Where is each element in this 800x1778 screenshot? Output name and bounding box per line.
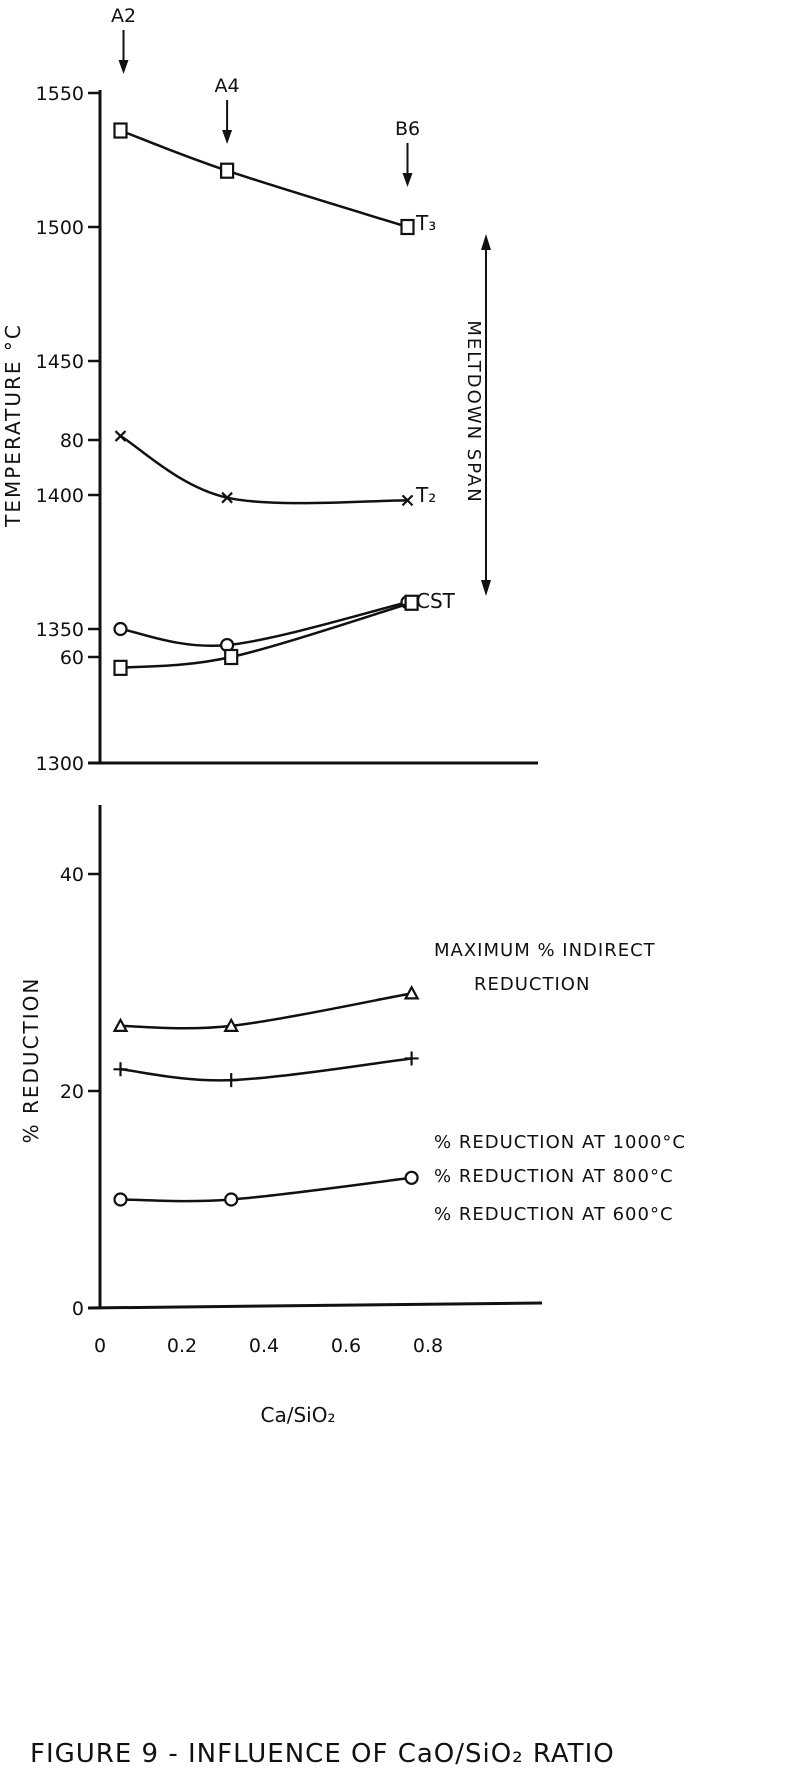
lower-series-2-label: % REDUCTION AT 800°C xyxy=(434,1166,674,1187)
lower-series-3-line xyxy=(120,1176,412,1203)
upper-y-tick-label: 1300 xyxy=(36,753,84,775)
upper-series-1-point xyxy=(114,430,127,442)
sample-marker-arrowhead xyxy=(402,173,413,187)
lower-y-tick-label: 20 xyxy=(60,1081,84,1103)
meltdown-span-arrow-top xyxy=(481,234,491,250)
lower-series-1-point xyxy=(403,985,420,1000)
x-tick-label: 0.4 xyxy=(249,1335,279,1357)
lower-series-3-point xyxy=(113,1192,128,1207)
lower-series-2-point xyxy=(113,1062,128,1077)
figure-caption: FIGURE 9 - INFLUENCE OF CaO/SiO₂ RATIO xyxy=(30,1739,615,1769)
lower-series-0-point xyxy=(404,594,419,611)
upper-y-axis-label: TEMPERATURE °C xyxy=(1,323,25,528)
lower-y-tick-label: 80 xyxy=(60,430,84,452)
lower-series-0-label: MAXIMUM % INDIRECT xyxy=(434,940,656,961)
x-axis-label: Ca/SiO₂ xyxy=(261,1403,336,1427)
upper-series-2-point xyxy=(113,621,128,637)
upper-y-tick-label: 1550 xyxy=(36,83,84,105)
lower-series-0-point xyxy=(113,659,128,676)
x-tick-label: 0 xyxy=(94,1335,106,1357)
lower-y-tick-label: 60 xyxy=(60,647,84,669)
upper-series-2-label: CST xyxy=(416,589,456,613)
sample-marker-label: A2 xyxy=(111,5,136,27)
sample-marker-arrowhead xyxy=(118,60,129,74)
lower-y-axis-label: % REDUCTION xyxy=(19,977,43,1144)
upper-series-0-point xyxy=(220,162,235,179)
lower-series-1-point xyxy=(223,1017,240,1033)
x-tick-label: 0.6 xyxy=(331,1335,361,1357)
sample-marker-label: A4 xyxy=(215,75,240,97)
upper-series-0-point xyxy=(113,122,128,139)
upper-y-tick-label: 1500 xyxy=(36,217,84,239)
lower-y-tick-label: 0 xyxy=(72,1298,84,1320)
meltdown-span-label: MELTDOWN SPAN xyxy=(463,320,484,503)
upper-series-0-point xyxy=(400,218,415,236)
lower-x-axis xyxy=(87,1301,543,1310)
lower-y-tick-label: 40 xyxy=(60,864,84,886)
upper-series-0-label: T₃ xyxy=(415,211,436,235)
upper-series-1-line xyxy=(119,434,408,505)
lower-series-1-label: % REDUCTION AT 1000°C xyxy=(434,1132,686,1153)
upper-series-2-line xyxy=(120,600,408,648)
lower-series-2-line xyxy=(120,1057,412,1082)
upper-series-0-line xyxy=(120,129,408,229)
lower-series-0-point xyxy=(224,648,239,666)
x-tick-label: 0.2 xyxy=(167,1335,197,1357)
upper-y-tick-label: 1400 xyxy=(36,485,84,507)
upper-y-tick-label: 1350 xyxy=(36,619,84,641)
lower-series-1-line xyxy=(120,992,412,1030)
lower-series-2-point xyxy=(404,1051,419,1066)
x-tick-label: 0.8 xyxy=(413,1335,443,1357)
lower-series-3-label: % REDUCTION AT 600°C xyxy=(434,1204,674,1225)
lower-series-2-point xyxy=(224,1073,239,1088)
lower-series-1-point xyxy=(112,1017,129,1033)
sample-marker-label: B6 xyxy=(395,118,420,140)
meltdown-span-arrow-bottom xyxy=(481,580,491,596)
sample-marker-arrowhead xyxy=(222,130,233,144)
lower-series-0-label-line2: REDUCTION xyxy=(474,974,590,995)
upper-series-1-label: T₂ xyxy=(415,483,436,507)
lower-series-3-point xyxy=(224,1192,239,1207)
upper-y-tick-label: 1450 xyxy=(36,351,84,373)
lower-series-3-point xyxy=(404,1170,419,1185)
upper-series-1-point xyxy=(221,491,233,504)
upper-series-1-point xyxy=(401,494,414,507)
